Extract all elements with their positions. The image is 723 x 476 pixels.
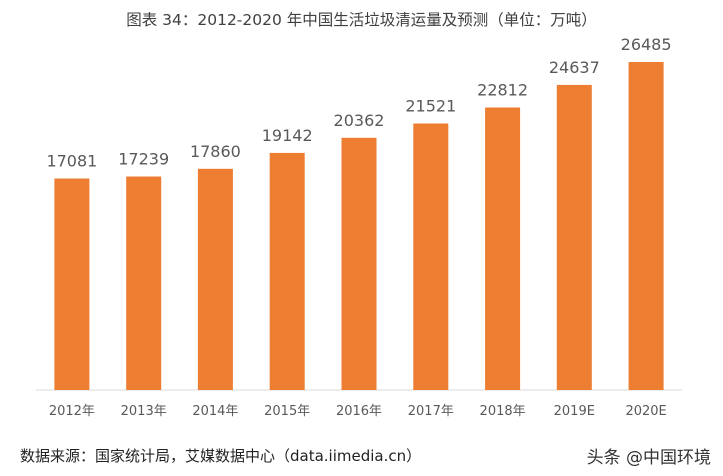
bar-2013年: [126, 176, 162, 390]
bar-2015年: [269, 152, 305, 390]
source-note: 数据来源：国家统计局，艾媒数据中心（data.iimedia.cn）: [20, 447, 422, 465]
data-label-2018年: 22812: [477, 81, 528, 100]
data-label-2019E: 24637: [549, 58, 600, 77]
bar-2014年: [197, 168, 233, 390]
data-label-2013年: 17239: [118, 150, 169, 169]
bar-2017年: [413, 123, 449, 390]
x-tick-label-2019E: 2019E: [554, 404, 595, 419]
chart-title: 图表 34：2012-2020 年中国生活垃圾清运量及预测（单位：万吨）: [126, 11, 597, 29]
data-label-2016年: 20362: [334, 111, 385, 130]
data-label-2015年: 19142: [262, 126, 313, 145]
bar-2019E: [556, 84, 592, 391]
bar-chart: 17081 2012年 17239 2013年 17860 2014年 19142 2015年…: [36, 35, 682, 419]
x-tick-label-2014年: 2014年: [192, 404, 238, 419]
bar-2012年: [54, 178, 90, 390]
bar-2018年: [485, 107, 521, 390]
data-label-2017年: 21521: [405, 97, 456, 116]
bar-2016年: [341, 137, 377, 390]
bar-2020E: [628, 62, 664, 390]
x-tick-label-2020E: 2020E: [625, 404, 666, 419]
x-tick-label-2016年: 2016年: [336, 404, 382, 419]
x-tick-label-2012年: 2012年: [49, 404, 95, 419]
data-label-2014年: 17860: [190, 142, 241, 161]
data-label-2012年: 17081: [46, 152, 97, 171]
x-tick-label-2018年: 2018年: [480, 404, 526, 419]
x-tick-label-2013年: 2013年: [121, 404, 167, 419]
x-tick-label-2017年: 2017年: [408, 404, 454, 419]
watermark-text: 头条 @中国环境: [586, 448, 711, 468]
data-label-2020E: 26485: [621, 35, 672, 54]
x-tick-label-2015年: 2015年: [264, 404, 310, 419]
